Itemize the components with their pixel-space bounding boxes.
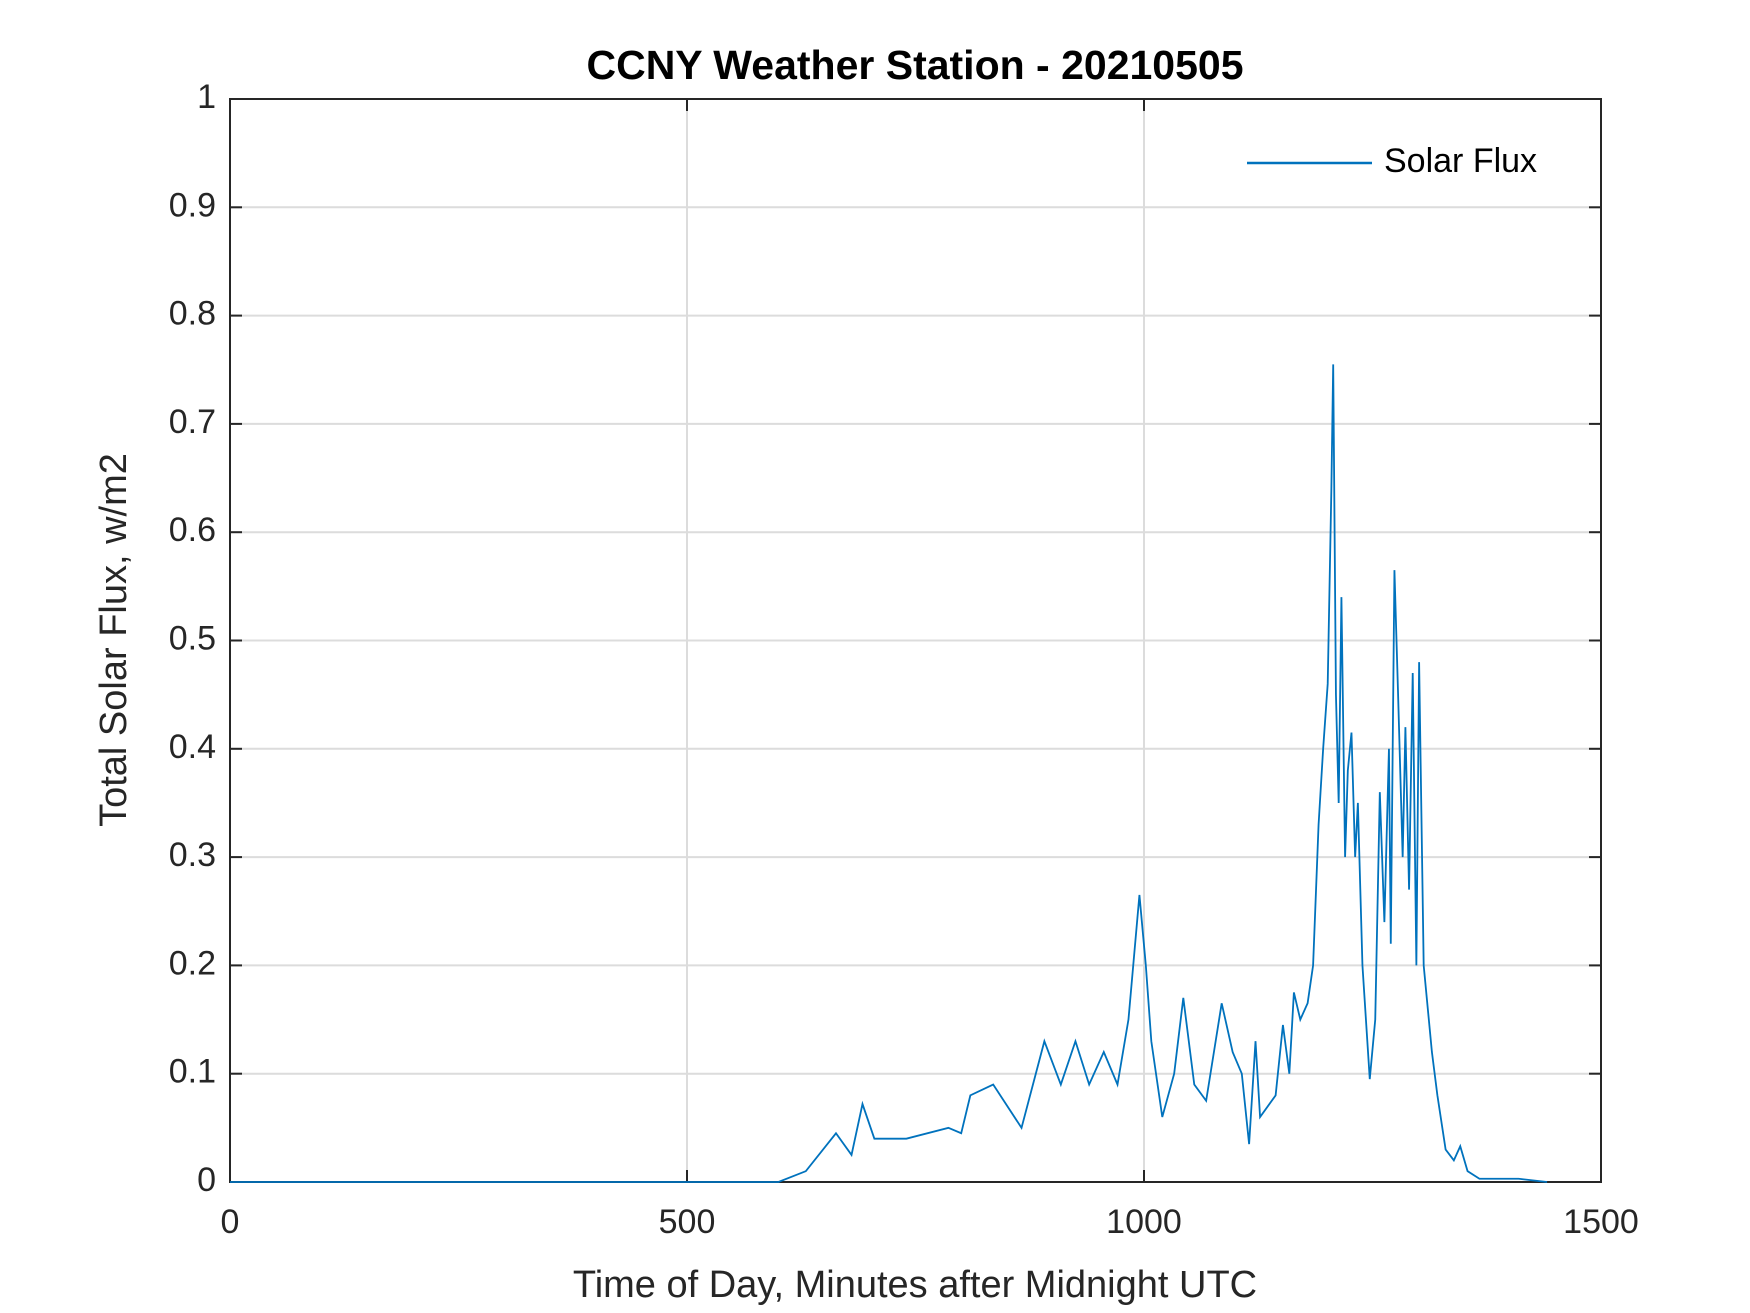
y-tick-label: 0.4 [169, 728, 216, 766]
y-tick-label: 0.9 [169, 186, 216, 224]
y-axis-label: Total Solar Flux, w/m2 [93, 453, 135, 827]
chart-title: CCNY Weather Station - 20210505 [586, 42, 1243, 88]
y-tick-label: 0.2 [169, 944, 216, 982]
legend-label: Solar Flux [1384, 142, 1537, 180]
y-tick-label: 0.7 [169, 403, 216, 441]
x-axis-label: Time of Day, Minutes after Midnight UTC [573, 1264, 1257, 1306]
y-tick-label: 0 [197, 1161, 216, 1199]
plot-frame [229, 98, 1602, 1183]
x-tick-label: 1500 [1563, 1203, 1639, 1241]
y-tick-label: 0.5 [169, 619, 216, 657]
y-tick-label: 0.1 [169, 1053, 216, 1091]
data-line [230, 364, 1548, 1183]
y-tick-label: 0.8 [169, 295, 216, 333]
x-tick-label: 500 [659, 1203, 716, 1241]
y-tick-label: 0.6 [169, 511, 216, 549]
y-tick-label: 1 [197, 78, 216, 116]
x-tick-label: 1000 [1106, 1203, 1182, 1241]
x-tick-label: 0 [221, 1203, 240, 1241]
y-tick-label: 0.3 [169, 836, 216, 874]
